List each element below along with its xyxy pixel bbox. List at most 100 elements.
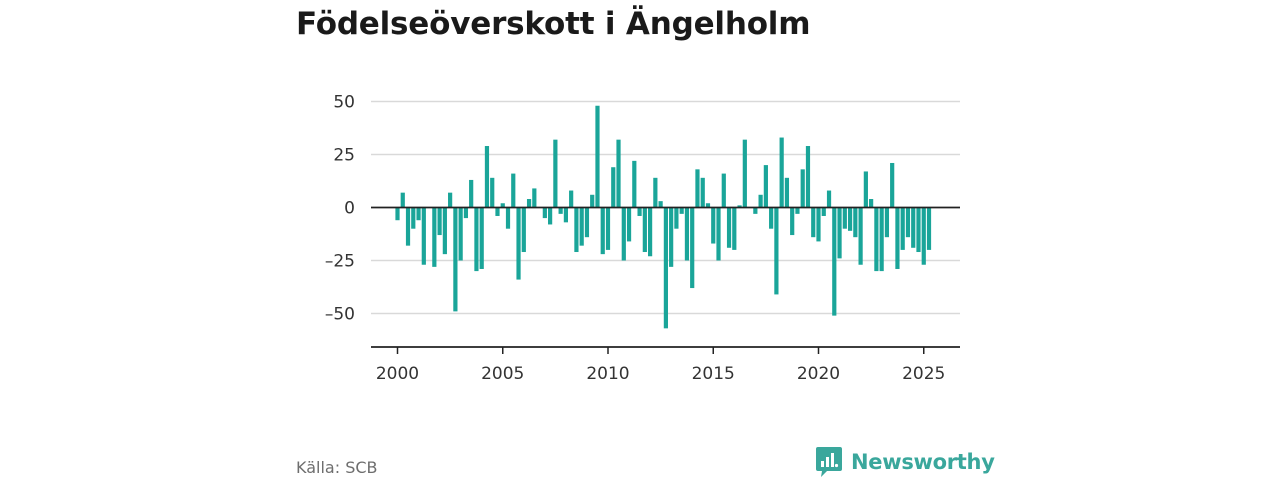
bar-2008Q1 xyxy=(563,207,568,223)
x-tick-label: 2015 xyxy=(692,364,735,384)
bar-2003Q2 xyxy=(463,207,469,219)
bar-2014Q3 xyxy=(700,177,705,208)
y-tick-label: –25 xyxy=(325,252,355,272)
brand-name: Newsworthy xyxy=(851,450,995,474)
bar-2019Q1 xyxy=(795,207,800,214)
bar-2007Q3 xyxy=(553,139,558,208)
bar-2018Q1 xyxy=(774,207,779,295)
bar-2022Q1 xyxy=(858,207,863,265)
x-tick-label: 2010 xyxy=(586,364,629,384)
bar-2015Q2 xyxy=(716,207,721,261)
bar-2008Q2 xyxy=(569,190,574,208)
bar-2008Q3 xyxy=(574,207,579,253)
bar-2025Q1 xyxy=(921,207,926,265)
bar-2004Q3 xyxy=(490,177,495,208)
bar-2023Q3 xyxy=(890,162,895,208)
bar-2014Q1 xyxy=(690,207,695,289)
bar-2002Q3 xyxy=(448,192,453,208)
bar-2017Q1 xyxy=(753,207,758,214)
bar-2021Q3 xyxy=(847,207,853,231)
bar-2021Q2 xyxy=(842,207,847,229)
bar-2002Q2 xyxy=(442,207,447,255)
bar-2020Q2 xyxy=(821,207,826,216)
bar-2004Q1 xyxy=(479,207,484,269)
bar-series xyxy=(395,105,932,329)
bar-2020Q3 xyxy=(826,190,832,208)
bar-2001Q2 xyxy=(421,207,426,265)
y-tick-label: –50 xyxy=(325,305,355,325)
bar-2019Q2 xyxy=(800,169,805,208)
y-axis-labels: 50 25 0 –25 –50 xyxy=(325,93,355,325)
bar-2018Q2 xyxy=(779,137,784,208)
bar-2010Q1 xyxy=(605,207,611,250)
bar-2010Q4 xyxy=(621,207,626,261)
y-tick-label: 25 xyxy=(333,146,355,166)
bar-2005Q2 xyxy=(505,207,511,229)
bar-2016Q2 xyxy=(737,205,742,208)
bar-2016Q3 xyxy=(742,139,747,208)
bar-2015Q1 xyxy=(711,207,716,244)
bar-2003Q4 xyxy=(474,207,479,272)
bar-2000Q2 xyxy=(400,192,405,208)
y-tick-label: 50 xyxy=(333,93,355,113)
bar-2022Q3 xyxy=(869,199,874,208)
bar-2006Q1 xyxy=(521,207,526,253)
bar-2011Q1 xyxy=(626,207,632,242)
source-note: Källa: SCB xyxy=(296,458,378,477)
bar-2001Q1 xyxy=(416,207,421,221)
x-tick-label: 2000 xyxy=(376,364,419,384)
bar-2013Q1 xyxy=(669,207,674,267)
bar-2023Q4 xyxy=(895,207,900,269)
x-tick-label: 2020 xyxy=(797,364,840,384)
bar-2013Q2 xyxy=(674,207,679,229)
bar-2020Q1 xyxy=(816,207,821,242)
bar-2009Q2 xyxy=(590,194,595,208)
bar-2009Q1 xyxy=(584,207,590,238)
bar-2025Q2 xyxy=(926,207,932,250)
bar-2005Q1 xyxy=(500,203,505,208)
x-tick-label: 2025 xyxy=(902,364,945,384)
y-tick-label: 0 xyxy=(344,199,355,219)
bar-2001Q4 xyxy=(432,207,437,267)
bar-2015Q3 xyxy=(721,173,726,208)
bar-2014Q2 xyxy=(695,169,700,208)
bar-2007Q2 xyxy=(548,207,553,225)
bar-2015Q4 xyxy=(726,207,732,248)
bar-2012Q1 xyxy=(648,207,653,257)
bar-2003Q3 xyxy=(469,179,474,208)
bar-2023Q2 xyxy=(884,207,890,238)
bar-2012Q4 xyxy=(663,207,668,329)
bar-2006Q3 xyxy=(532,188,537,208)
bar-2016Q1 xyxy=(732,207,737,250)
bar-2002Q1 xyxy=(437,207,442,236)
bar-2013Q3 xyxy=(679,207,684,214)
x-tick-label: 2005 xyxy=(481,364,524,384)
bar-2000Q4 xyxy=(411,207,416,229)
bar-2009Q4 xyxy=(600,207,605,255)
bar-2022Q4 xyxy=(874,207,879,272)
bar-2012Q2 xyxy=(653,177,658,208)
bar-2012Q3 xyxy=(658,201,663,208)
bar-2022Q2 xyxy=(863,171,868,208)
bar-2019Q4 xyxy=(811,207,816,238)
bar-2004Q4 xyxy=(495,207,500,216)
bar-2024Q2 xyxy=(905,207,911,238)
brand-logo[interactable]: Newsworthy xyxy=(815,446,995,478)
bar-2003Q1 xyxy=(458,207,463,261)
bar-2017Q3 xyxy=(763,165,768,208)
bar-2002Q4 xyxy=(453,207,458,312)
bar-2010Q2 xyxy=(611,167,616,208)
bar-2017Q4 xyxy=(769,207,774,229)
bar-2011Q3 xyxy=(637,207,642,216)
newsworthy-logo-icon xyxy=(816,447,842,477)
x-axis-labels: 2000 2005 2010 2015 2020 2025 xyxy=(376,347,945,384)
bar-2018Q3 xyxy=(784,177,790,208)
bar-2011Q2 xyxy=(632,160,637,208)
bar-2021Q4 xyxy=(853,207,858,238)
bar-2009Q3 xyxy=(595,105,600,208)
bar-2013Q4 xyxy=(684,207,690,261)
bar-2017Q2 xyxy=(758,194,763,208)
bar-2008Q4 xyxy=(579,207,584,246)
bar-2019Q3 xyxy=(805,146,811,208)
